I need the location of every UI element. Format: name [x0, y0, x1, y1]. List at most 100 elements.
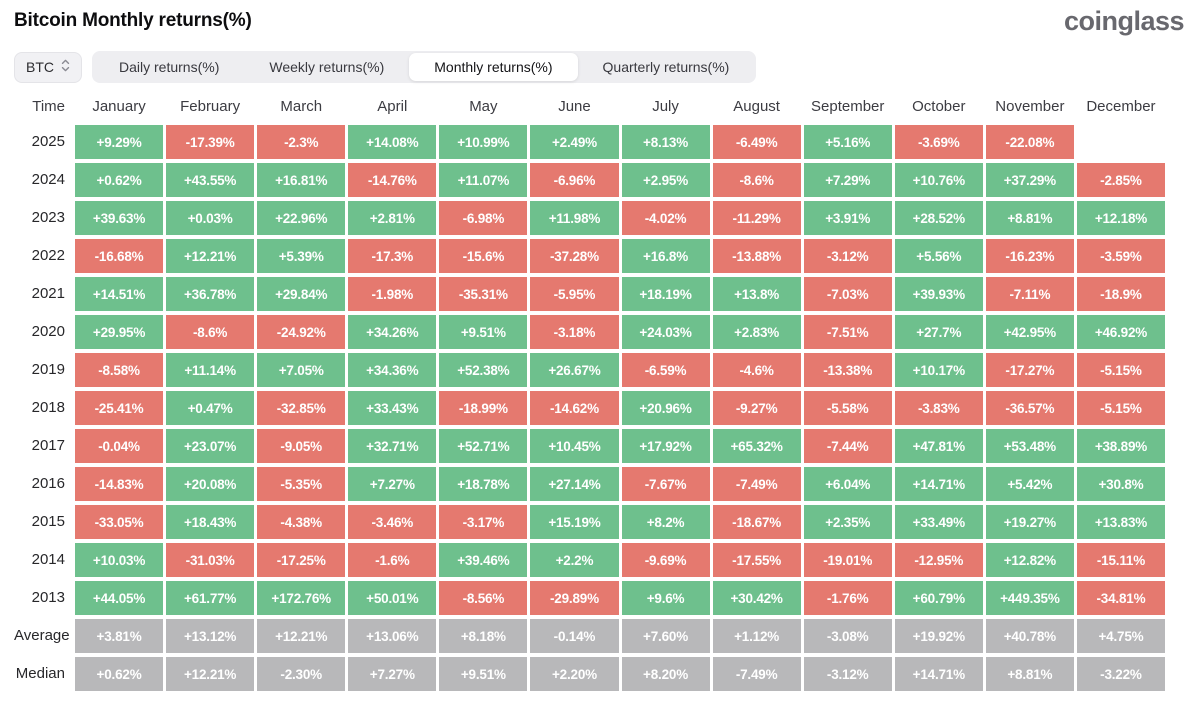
return-cell: +10.99%: [439, 125, 528, 159]
return-cell: +12.21%: [166, 239, 255, 273]
return-cell: [1077, 125, 1165, 159]
return-cell: -14.76%: [348, 163, 437, 197]
tab-monthly-returns[interactable]: Monthly returns(%): [409, 53, 578, 81]
return-cell: -14.62%: [530, 391, 619, 425]
row-label-2019: 2019: [31, 361, 65, 378]
return-cell: -14.83%: [75, 467, 164, 501]
return-cell: -7.51%: [803, 315, 892, 349]
symbol-select[interactable]: BTC: [14, 51, 82, 83]
return-cell: -3.46%: [348, 505, 437, 539]
return-cell: -6.59%: [621, 353, 710, 387]
return-cell: -7.03%: [803, 277, 892, 311]
return-cell: +38.89%: [1076, 429, 1165, 463]
return-cell: +5.42%: [985, 467, 1074, 501]
row-label-2023: 2023: [31, 209, 65, 226]
return-cell: +14.51%: [75, 277, 164, 311]
return-cell: -3.08%: [803, 619, 892, 653]
return-cell: +7.27%: [348, 467, 437, 501]
return-cell: -5.15%: [1076, 353, 1165, 387]
return-cell: +34.36%: [348, 353, 437, 387]
return-cell: -37.28%: [530, 239, 619, 273]
return-cell: -3.83%: [894, 391, 983, 425]
return-cell: +36.78%: [166, 277, 255, 311]
return-cell: -7.49%: [712, 467, 801, 501]
return-cell: -7.44%: [803, 429, 892, 463]
return-cell: +2.83%: [712, 315, 801, 349]
row-label-2017: 2017: [31, 437, 65, 454]
return-cell: -4.02%: [621, 201, 710, 235]
return-cell: +8.2%: [621, 505, 710, 539]
return-cell: -8.6%: [166, 315, 255, 349]
return-cell: -0.04%: [75, 429, 164, 463]
month-column-header: October: [912, 98, 966, 115]
return-cell: +7.29%: [803, 163, 892, 197]
return-cell: -7.11%: [985, 277, 1074, 311]
return-cell: +0.62%: [75, 163, 164, 197]
return-cell: -35.31%: [439, 277, 528, 311]
return-cell: +10.03%: [75, 543, 164, 577]
return-cell: +10.76%: [894, 163, 983, 197]
return-cell: -16.23%: [985, 239, 1074, 273]
return-cell: -15.11%: [1076, 543, 1165, 577]
month-column-header: May: [469, 98, 498, 115]
return-cell: +4.75%: [1076, 619, 1165, 653]
return-cell: +14.71%: [894, 467, 983, 501]
return-cell: -25.41%: [75, 391, 164, 425]
updown-caret-icon: [61, 59, 70, 75]
return-cell: +2.35%: [803, 505, 892, 539]
row-label-2024: 2024: [31, 171, 65, 188]
return-cell: -1.98%: [348, 277, 437, 311]
tab-daily-returns[interactable]: Daily returns(%): [94, 53, 244, 81]
return-cell: -17.27%: [985, 353, 1074, 387]
return-cell: +0.03%: [166, 201, 255, 235]
row-label-median: Median: [15, 665, 65, 682]
return-cell: +52.71%: [439, 429, 528, 463]
return-cell: -36.57%: [985, 391, 1074, 425]
month-column-header: July: [652, 98, 679, 115]
return-cell: +13.06%: [348, 619, 437, 653]
topbar: Bitcoin Monthly returns(%) coinglass: [0, 0, 1200, 35]
return-cell: +0.62%: [75, 657, 164, 691]
return-cell: +24.03%: [621, 315, 710, 349]
return-cell: +65.32%: [712, 429, 801, 463]
return-cell: -11.29%: [712, 201, 801, 235]
return-cell: +5.56%: [894, 239, 983, 273]
coinglass-logo: coinglass: [1063, 6, 1185, 36]
return-cell: +2.20%: [530, 657, 619, 691]
return-cell: -31.03%: [166, 543, 255, 577]
return-cell: +8.81%: [985, 201, 1074, 235]
return-cell: +50.01%: [348, 581, 437, 615]
return-cell: -13.38%: [803, 353, 892, 387]
return-cell: +29.84%: [257, 277, 346, 311]
tab-quarterly-returns[interactable]: Quarterly returns(%): [578, 53, 755, 81]
return-cell: +20.08%: [166, 467, 255, 501]
return-cell: -7.67%: [621, 467, 710, 501]
return-cell: +42.95%: [985, 315, 1074, 349]
tab-weekly-returns[interactable]: Weekly returns(%): [244, 53, 409, 81]
return-cell: -0.14%: [530, 619, 619, 653]
return-cell: -18.9%: [1076, 277, 1165, 311]
return-cell: +9.29%: [75, 125, 164, 159]
month-column-header: February: [180, 98, 241, 115]
return-cell: +2.2%: [530, 543, 619, 577]
row-label-2015: 2015: [31, 513, 65, 530]
return-cell: +27.14%: [530, 467, 619, 501]
return-cell: +16.8%: [621, 239, 710, 273]
return-cell: -8.6%: [712, 163, 801, 197]
return-cell: +9.6%: [621, 581, 710, 615]
return-cell: +13.12%: [166, 619, 255, 653]
return-cell: +30.42%: [712, 581, 801, 615]
return-cell: +33.43%: [348, 391, 437, 425]
return-cell: -8.56%: [439, 581, 528, 615]
return-cell: +0.47%: [166, 391, 255, 425]
return-cell: +8.13%: [621, 125, 710, 159]
page-title: Bitcoin Monthly returns(%): [14, 10, 252, 31]
return-cell: +37.29%: [985, 163, 1074, 197]
return-cell: +60.79%: [894, 581, 983, 615]
return-cell: -4.6%: [712, 353, 801, 387]
return-cell: +6.04%: [803, 467, 892, 501]
return-cell: -6.49%: [712, 125, 801, 159]
return-cell: +15.19%: [530, 505, 619, 539]
return-cell: +10.17%: [894, 353, 983, 387]
return-cell: +11.98%: [530, 201, 619, 235]
